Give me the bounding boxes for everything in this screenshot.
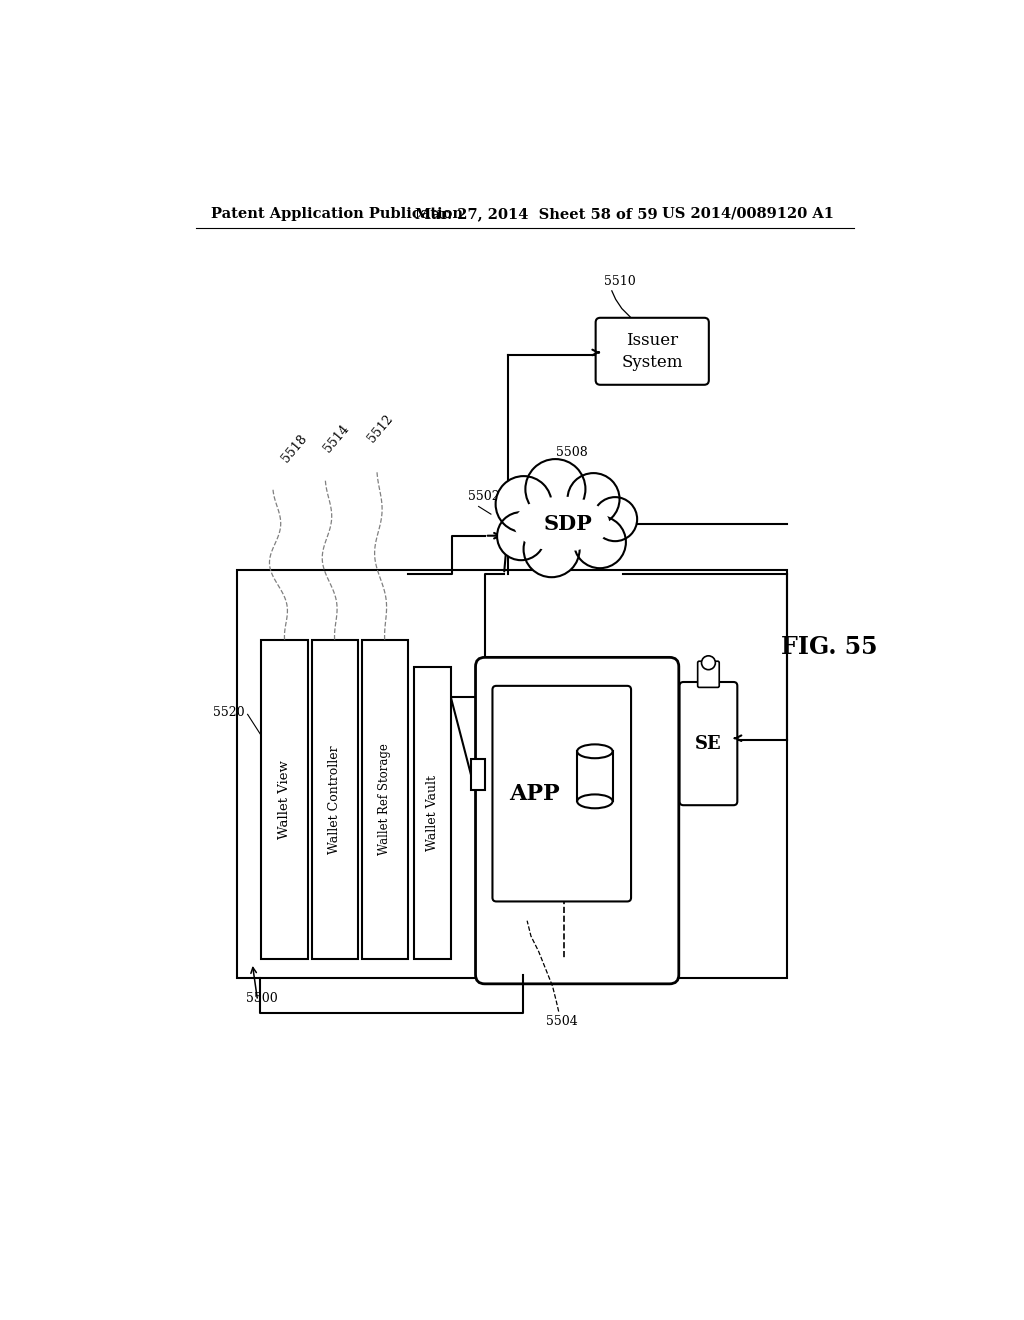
Text: 5512: 5512 (366, 412, 396, 445)
Text: 5502: 5502 (468, 490, 500, 503)
Circle shape (497, 512, 545, 560)
Bar (578, 751, 612, 801)
Circle shape (525, 459, 586, 519)
Text: 5510: 5510 (604, 275, 636, 288)
Text: Issuer
System: Issuer System (622, 331, 683, 371)
Text: 5508: 5508 (556, 446, 588, 459)
Ellipse shape (514, 496, 609, 552)
FancyBboxPatch shape (596, 318, 709, 385)
Text: SE: SE (695, 735, 722, 752)
Bar (261, 640, 307, 960)
FancyBboxPatch shape (493, 686, 631, 902)
Bar (414, 667, 451, 960)
Bar (237, 570, 787, 978)
Text: 5518: 5518 (280, 432, 309, 465)
Circle shape (701, 656, 716, 669)
Bar (311, 640, 357, 960)
Bar (361, 640, 408, 960)
Text: 5504: 5504 (546, 1015, 578, 1028)
Text: Wallet Controller: Wallet Controller (328, 744, 341, 854)
Circle shape (523, 521, 580, 577)
Text: 5520: 5520 (213, 706, 245, 719)
Text: 5500: 5500 (246, 993, 278, 1006)
Text: Wallet View: Wallet View (279, 760, 291, 840)
Circle shape (567, 473, 620, 525)
Text: FIG. 55: FIG. 55 (781, 635, 878, 660)
Circle shape (573, 516, 626, 568)
Bar (471, 759, 484, 789)
FancyBboxPatch shape (697, 661, 719, 688)
Bar (361, 913, 408, 960)
Text: APP: APP (510, 783, 560, 805)
Ellipse shape (578, 744, 612, 758)
Text: US 2014/0089120 A1: US 2014/0089120 A1 (662, 207, 834, 220)
Circle shape (593, 498, 637, 541)
FancyBboxPatch shape (680, 682, 737, 805)
Text: Wallet Vault: Wallet Vault (426, 775, 439, 851)
Text: Wallet Ref Storage: Wallet Ref Storage (378, 743, 391, 855)
Circle shape (496, 477, 552, 532)
Text: SDP: SDP (544, 515, 592, 535)
Text: Mar. 27, 2014  Sheet 58 of 59: Mar. 27, 2014 Sheet 58 of 59 (416, 207, 658, 220)
Text: 5514: 5514 (322, 422, 352, 455)
Ellipse shape (578, 795, 612, 808)
Text: Patent Application Publication: Patent Application Publication (211, 207, 464, 220)
FancyBboxPatch shape (475, 657, 679, 983)
